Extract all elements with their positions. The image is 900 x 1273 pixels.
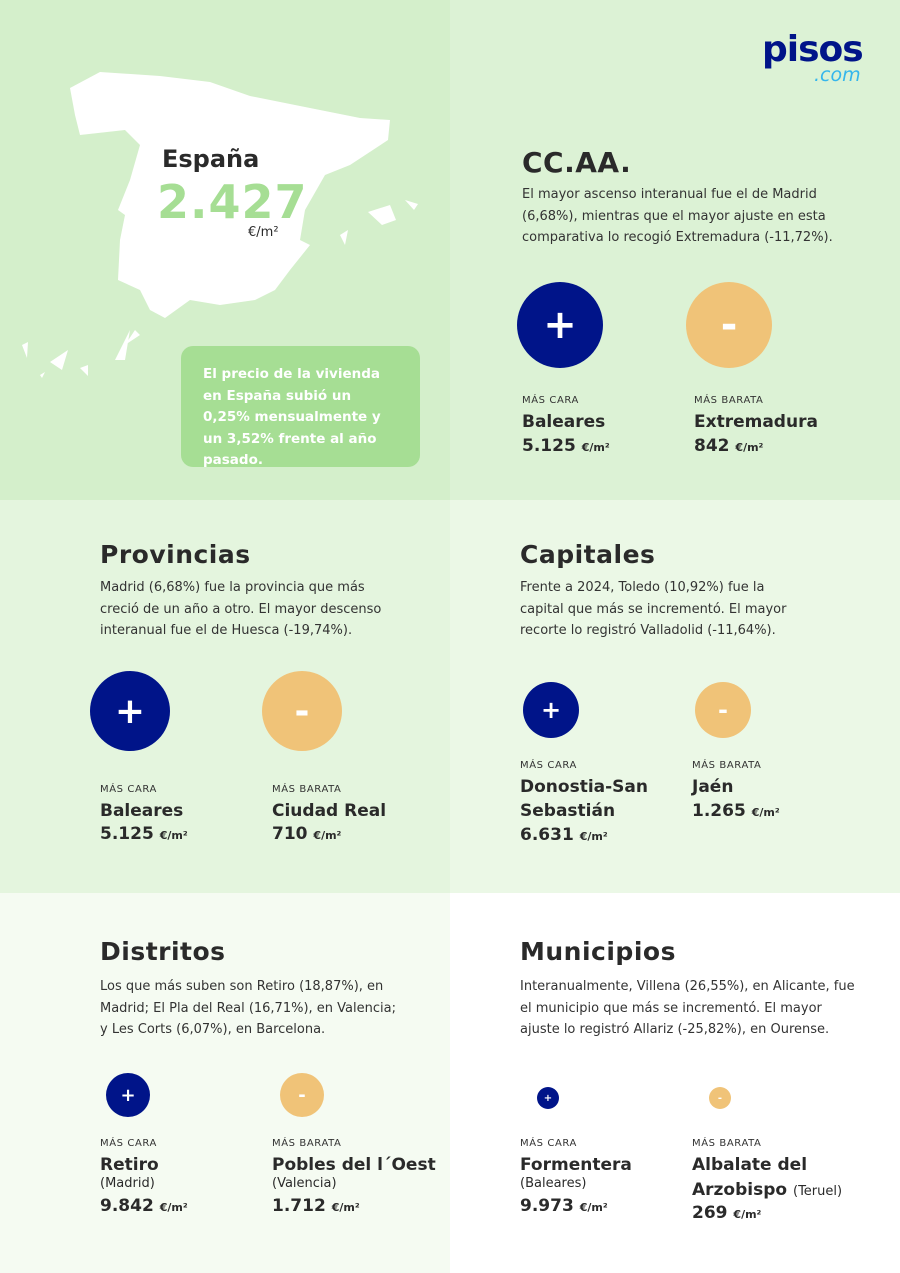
spain-unit: €/m² bbox=[248, 225, 279, 240]
min-price: 1.712 €/m² bbox=[272, 1196, 360, 1216]
min-name: Pobles del l´Oest bbox=[272, 1155, 436, 1175]
min-name: Jaén bbox=[692, 777, 734, 797]
max-name: Donostia-San Sebastián bbox=[520, 777, 648, 821]
municipios-text: Interanualmente, Villena (26,55%), en Al… bbox=[520, 979, 855, 1037]
max-region: (Madrid) bbox=[100, 1176, 155, 1191]
unit: €/m² bbox=[735, 441, 764, 454]
minus-icon: - bbox=[262, 671, 342, 751]
provincias-title: Provincias bbox=[100, 540, 251, 569]
minus-icon: - bbox=[695, 682, 751, 738]
pisos-logo: pisos .com bbox=[762, 29, 864, 87]
distritos-panel bbox=[0, 893, 450, 1273]
provincias-text: Madrid (6,68%) fue la provincia que más … bbox=[100, 580, 382, 638]
minus-icon: - bbox=[280, 1073, 324, 1117]
plus-icon: + bbox=[106, 1073, 150, 1117]
plus-icon: + bbox=[537, 1087, 559, 1109]
min-price-value: 269 bbox=[692, 1203, 728, 1223]
max-price: 6.631 €/m² bbox=[520, 825, 608, 845]
min-name-text: Albalate del Arzobispo bbox=[692, 1155, 808, 1200]
max-label: MÁS CARA bbox=[522, 395, 580, 406]
min-label: MÁS BARATA bbox=[692, 760, 762, 771]
min-name: Ciudad Real bbox=[272, 801, 387, 821]
min-price-value: 710 bbox=[272, 824, 308, 844]
max-price: 9.973 €/m² bbox=[520, 1196, 608, 1216]
min-price: 710 €/m² bbox=[272, 824, 341, 844]
max-price-value: 5.125 bbox=[100, 824, 154, 844]
min-name: Extremadura bbox=[694, 412, 818, 432]
min-price: 269 €/m² bbox=[692, 1203, 761, 1223]
max-region: (Baleares) bbox=[520, 1176, 587, 1191]
plus-icon: + bbox=[90, 671, 170, 751]
distritos-title: Distritos bbox=[100, 937, 226, 966]
min-label: MÁS BARATA bbox=[694, 395, 764, 406]
spain-note-text: El precio de la vivienda en España subió… bbox=[203, 366, 381, 468]
capitales-panel bbox=[450, 500, 900, 893]
plus-icon: + bbox=[517, 282, 603, 368]
max-price-value: 5.125 bbox=[522, 436, 576, 456]
min-price-value: 842 bbox=[694, 436, 730, 456]
min-price: 1.265 €/m² bbox=[692, 801, 780, 821]
max-price-value: 9.842 bbox=[100, 1196, 154, 1216]
min-label: MÁS BARATA bbox=[272, 784, 342, 795]
max-price-value: 9.973 bbox=[520, 1196, 574, 1216]
max-price-value: 6.631 bbox=[520, 825, 574, 845]
logo-main: pisos bbox=[762, 29, 864, 70]
municipios-panel bbox=[450, 893, 900, 1273]
unit: €/m² bbox=[581, 441, 610, 454]
max-name: Baleares bbox=[522, 412, 606, 432]
spain-note: El precio de la vivienda en España subió… bbox=[181, 346, 420, 468]
logo-suffix: .com bbox=[814, 64, 861, 86]
max-label: MÁS CARA bbox=[520, 760, 578, 771]
min-label: MÁS BARATA bbox=[272, 1138, 342, 1149]
capitales-text: Frente a 2024, Toledo (10,92%) fue la ca… bbox=[520, 580, 787, 638]
unit: €/m² bbox=[313, 829, 342, 842]
max-label: MÁS CARA bbox=[520, 1138, 578, 1149]
ccaa-panel bbox=[450, 0, 900, 500]
max-price: 9.842 €/m² bbox=[100, 1196, 188, 1216]
unit: €/m² bbox=[159, 1201, 188, 1214]
min-name: Albalate del Arzobispo (Teruel) bbox=[692, 1153, 862, 1204]
min-price-value: 1.712 bbox=[272, 1196, 326, 1216]
provincias-panel bbox=[0, 500, 450, 893]
min-price: 842 €/m² bbox=[694, 436, 763, 456]
unit: €/m² bbox=[733, 1208, 762, 1221]
unit: €/m² bbox=[579, 1201, 608, 1214]
spain-price: 2.427 bbox=[157, 175, 308, 229]
ccaa-text: El mayor ascenso interanual fue el de Ma… bbox=[522, 187, 833, 245]
max-name: Formentera bbox=[520, 1155, 632, 1175]
municipios-title: Municipios bbox=[520, 937, 676, 966]
minus-icon: - bbox=[686, 282, 772, 368]
unit: €/m² bbox=[159, 829, 188, 842]
distritos-text: Los que más suben son Retiro (18,87%), e… bbox=[100, 979, 396, 1037]
plus-icon: + bbox=[523, 682, 579, 738]
max-price: 5.125 €/m² bbox=[100, 824, 188, 844]
min-label: MÁS BARATA bbox=[692, 1138, 762, 1149]
min-price-value: 1.265 bbox=[692, 801, 746, 821]
unit: €/m² bbox=[751, 806, 780, 819]
max-label: MÁS CARA bbox=[100, 1138, 158, 1149]
max-name: Retiro bbox=[100, 1155, 159, 1175]
capitales-title: Capitales bbox=[520, 540, 656, 569]
spain-title: España bbox=[162, 145, 260, 173]
unit: €/m² bbox=[579, 830, 608, 843]
max-label: MÁS CARA bbox=[100, 784, 158, 795]
spain-map-icon bbox=[22, 72, 418, 378]
min-region: (Valencia) bbox=[272, 1176, 337, 1191]
max-name: Baleares bbox=[100, 801, 184, 821]
unit: €/m² bbox=[331, 1201, 360, 1214]
max-price: 5.125 €/m² bbox=[522, 436, 610, 456]
minus-icon: - bbox=[709, 1087, 731, 1109]
ccaa-title: CC.AA. bbox=[522, 146, 632, 179]
min-region: (Teruel) bbox=[793, 1184, 843, 1199]
